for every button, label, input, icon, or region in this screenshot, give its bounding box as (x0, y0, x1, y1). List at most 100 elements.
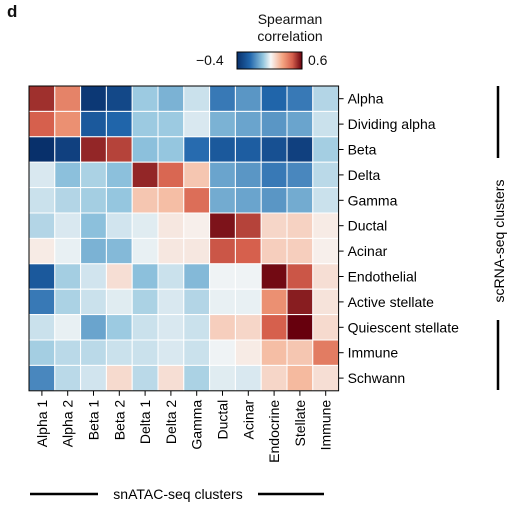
heatmap-cell (260, 364, 288, 392)
heatmap-cell (54, 136, 82, 163)
column-label: Gamma (189, 400, 205, 450)
heatmap-cell (286, 212, 314, 239)
heatmap-cell (80, 364, 107, 392)
heatmap-frame (28, 85, 340, 392)
heatmap-cell (260, 263, 288, 290)
column-label: Immune (318, 400, 334, 451)
heatmap-cell (183, 110, 211, 138)
heatmap-cell (157, 187, 185, 214)
heatmap-cell (105, 263, 133, 290)
heatmap-cell (286, 161, 314, 189)
heatmap-cell (28, 314, 56, 341)
heatmap-cell (54, 314, 82, 341)
heatmap-cell (183, 161, 211, 189)
heatmap-cell (209, 339, 236, 366)
heatmap-cell (105, 161, 133, 189)
heatmap-cell (312, 212, 340, 239)
heatmap-cell (80, 187, 107, 214)
heatmap-cell (286, 339, 314, 366)
heatmap-cell (312, 237, 340, 265)
column-label: Alpha 2 (60, 400, 76, 448)
heatmap-cell (28, 339, 56, 366)
row-label: Gamma (348, 192, 398, 208)
heatmap-cell (54, 85, 82, 112)
row-label: Dividing alpha (348, 116, 436, 132)
heatmap-cell (234, 237, 262, 265)
heatmap-cell (286, 364, 314, 392)
heatmap-cell (260, 237, 288, 265)
heatmap-cell (260, 212, 288, 239)
heatmap-cell (157, 288, 185, 316)
heatmap-cell (209, 85, 236, 112)
heatmap-cell (28, 85, 56, 112)
heatmap-cell (131, 212, 159, 239)
heatmap-cell (234, 288, 262, 316)
heatmap-cell (105, 110, 133, 138)
heatmap-cell (183, 212, 211, 239)
heatmap-cell (105, 187, 133, 214)
heatmap-cell (54, 161, 82, 189)
row-label: Alpha (348, 91, 384, 107)
heatmap-cell (234, 110, 262, 138)
row-label: Immune (348, 345, 399, 361)
heatmap-cell (312, 314, 340, 341)
heatmap-cell (209, 364, 236, 392)
heatmap-cell (80, 136, 107, 163)
heatmap-cell (312, 161, 340, 189)
heatmap-cell (157, 237, 185, 265)
heatmap-cell (105, 364, 133, 392)
colorbar-title-line2: correlation (257, 28, 323, 44)
heatmap-cell (260, 314, 288, 341)
heatmap-cell (234, 364, 262, 392)
row-label: Endothelial (348, 269, 417, 285)
heatmap-cell (260, 187, 288, 214)
heatmap-cell (260, 136, 288, 163)
colorbar (236, 51, 303, 70)
heatmap-cell (312, 364, 340, 392)
heatmap-cell (209, 263, 236, 290)
heatmap-cell (54, 263, 82, 290)
heatmap-cell (80, 263, 107, 290)
heatmap-cell (157, 314, 185, 341)
heatmap-cell (183, 339, 211, 366)
heatmap-cell (28, 187, 56, 214)
heatmap-cell (209, 110, 236, 138)
heatmap-cell (234, 187, 262, 214)
heatmap-cell (131, 364, 159, 392)
heatmap-cell (286, 187, 314, 214)
colorbar-max-label: 0.6 (308, 52, 328, 68)
heatmap-cell (131, 187, 159, 214)
heatmap-cell (28, 161, 56, 189)
heatmap-cell (234, 212, 262, 239)
heatmap-cell (157, 110, 185, 138)
heatmap-cell (131, 85, 159, 112)
row-axis-title: scRNA-seq clusters (491, 180, 507, 303)
heatmap-cell (183, 263, 211, 290)
heatmap-cell (131, 237, 159, 265)
heatmap-cell (28, 364, 56, 392)
row-labels: Alpha Dividing alpha Beta Delta Gamma Ductal A… (338, 91, 459, 386)
row-label: Active stellate (348, 294, 435, 310)
heatmap-cell (80, 161, 107, 189)
heatmap-cell (183, 85, 211, 112)
heatmap-cell (105, 288, 133, 316)
heatmap-cell (28, 263, 56, 290)
heatmap-cell (80, 85, 107, 112)
heatmap-cell (286, 263, 314, 290)
column-label: Acinar (240, 399, 256, 439)
heatmap-cell (312, 187, 340, 214)
heatmap-cell (209, 237, 236, 265)
heatmap-cell (209, 212, 236, 239)
column-label: Beta 1 (86, 400, 102, 441)
heatmap-cell (312, 263, 340, 290)
colorbar-title: Spearman correlation (240, 11, 340, 45)
heatmap-cell (105, 136, 133, 163)
heatmap-cell (131, 288, 159, 316)
heatmap-cell (209, 136, 236, 163)
heatmap-cell (234, 263, 262, 290)
column-label: Stellate (292, 400, 308, 447)
heatmap-cell (312, 288, 340, 316)
heatmap-cell (28, 136, 56, 163)
